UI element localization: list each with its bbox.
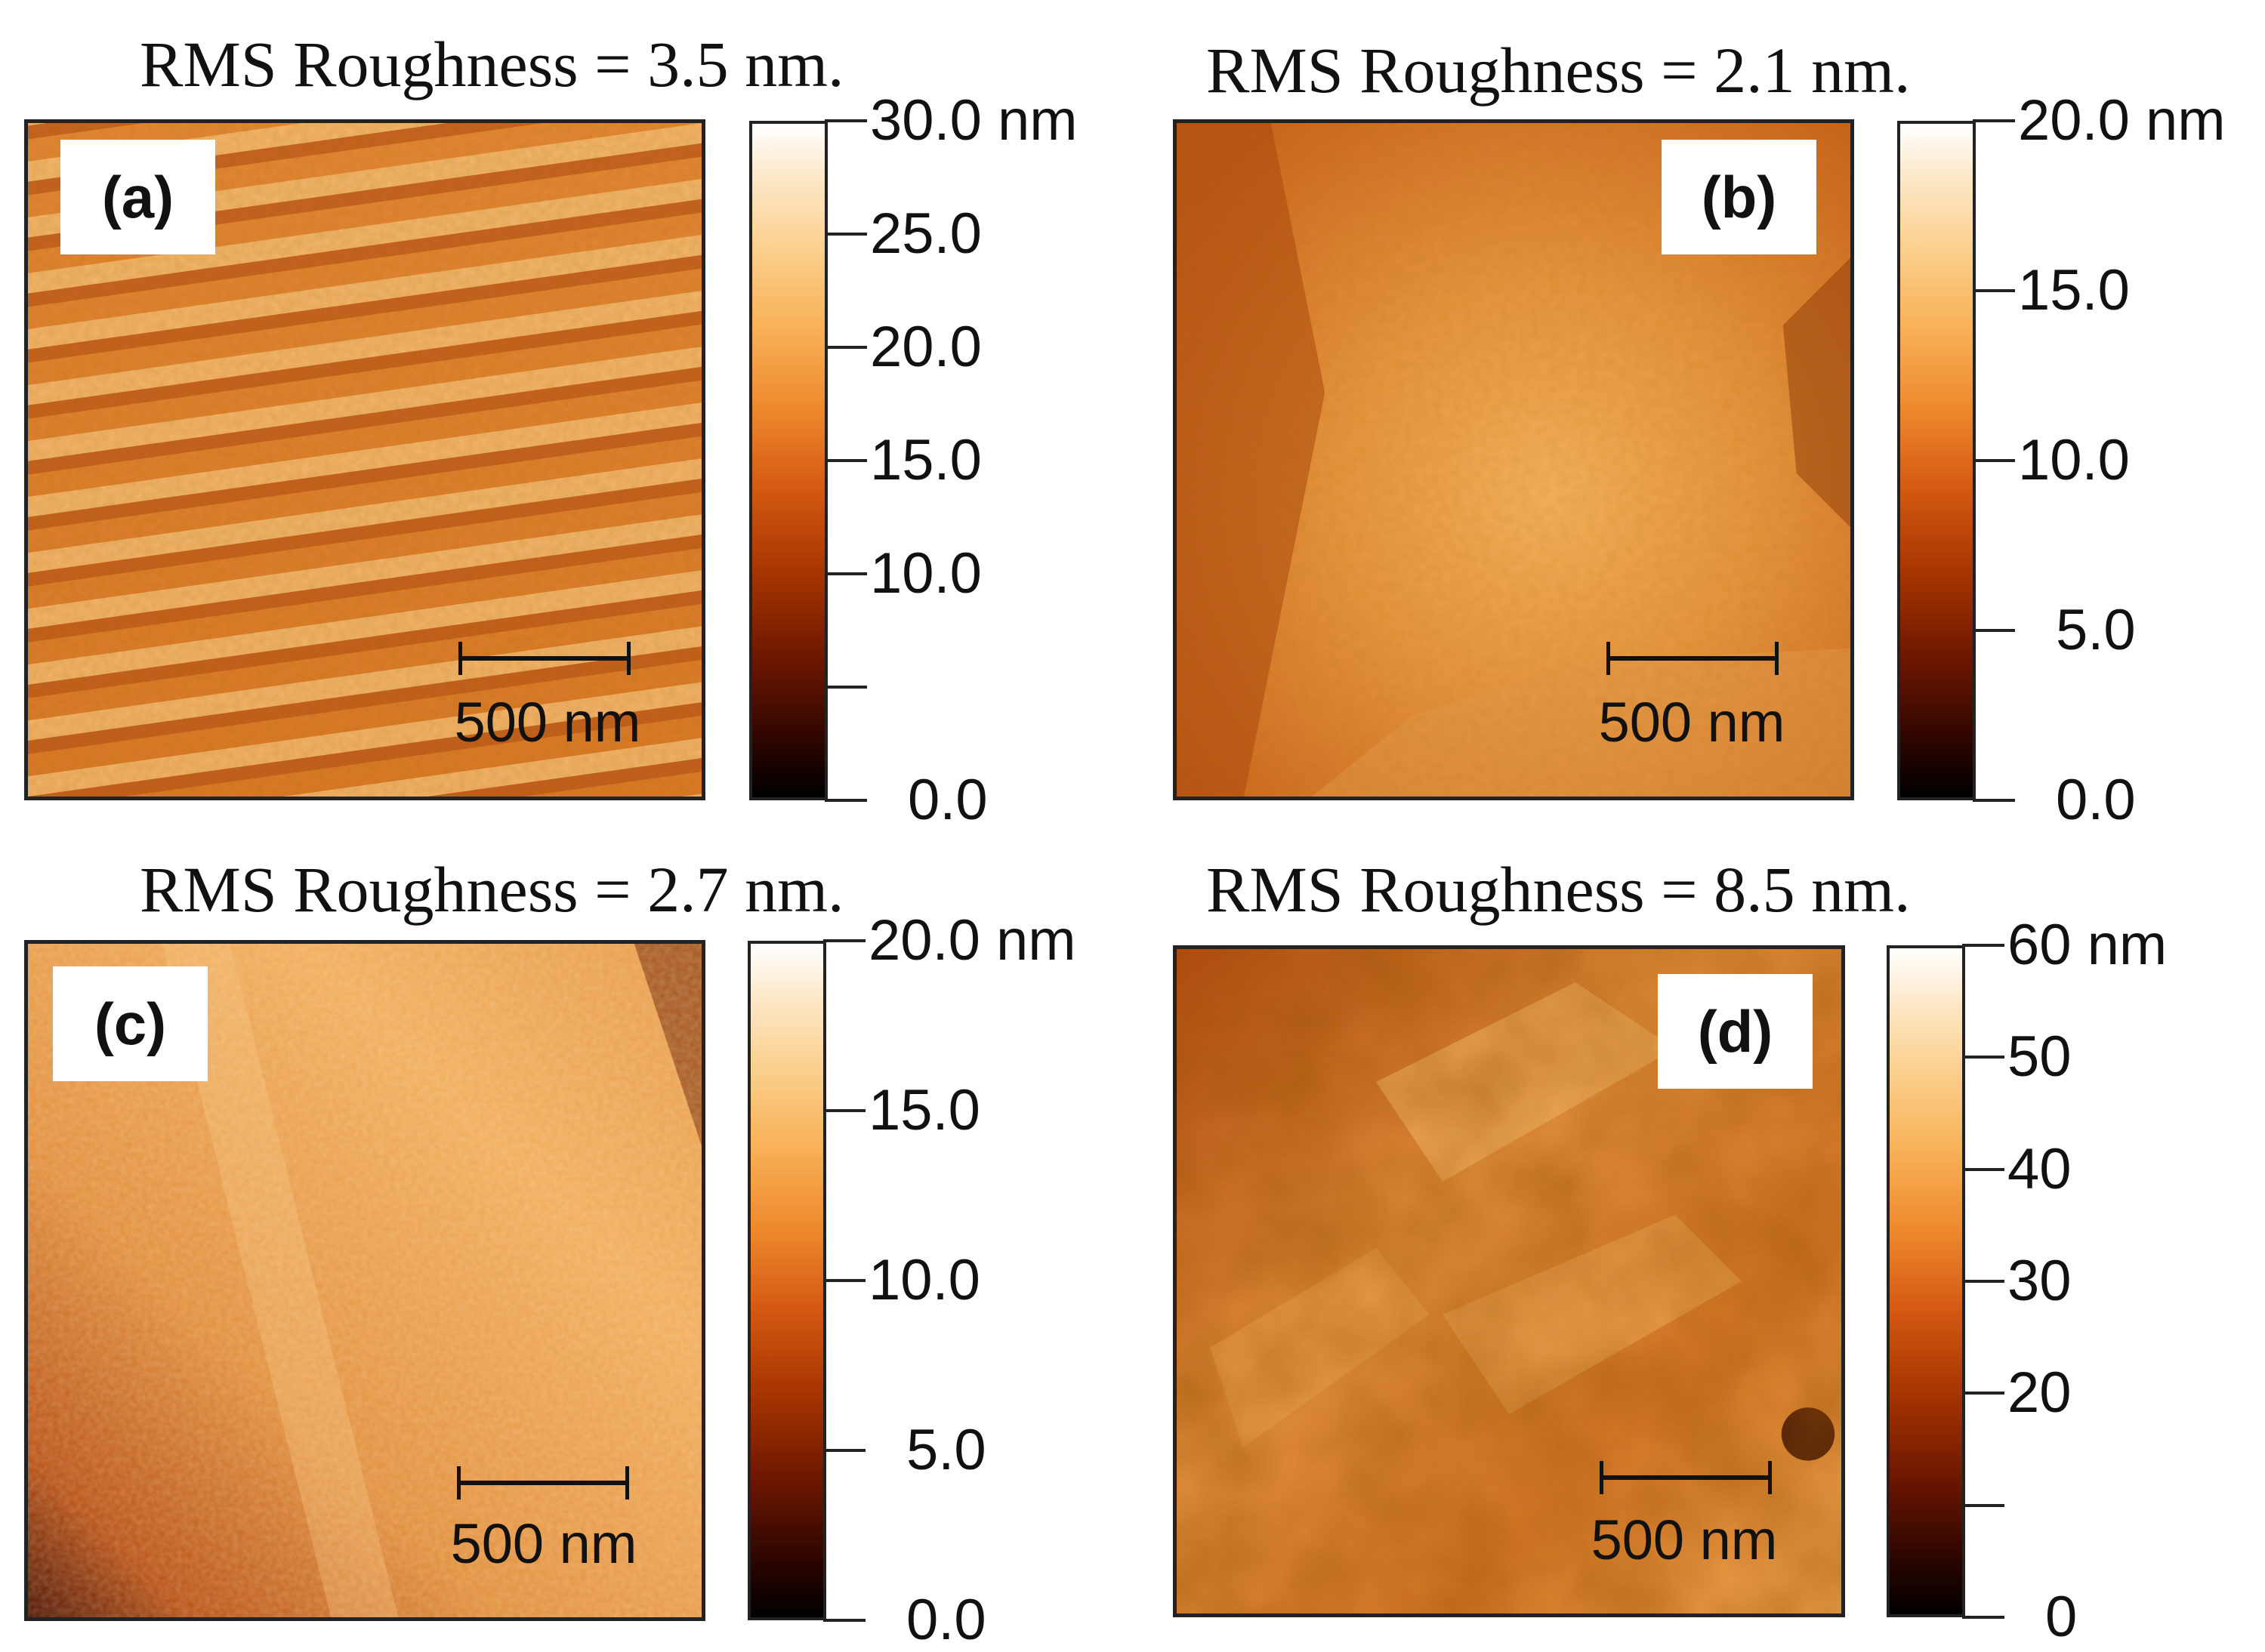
colorbar-tick-label: 30.0 nm <box>870 88 1078 153</box>
panel-a-title: RMS Roughness = 3.5 nm. <box>140 28 844 100</box>
panel-d-label: (d) <box>1658 974 1813 1089</box>
colorbar-tick <box>1973 459 2015 462</box>
colorbar-tick <box>1962 1167 2004 1171</box>
panel-c-label: (c) <box>53 966 208 1081</box>
colorbar-tick-label: 5.0 <box>906 1418 986 1482</box>
colorbar-tick-label: 0.0 <box>2056 768 2136 832</box>
colorbar-tick <box>825 119 867 122</box>
colorbar-tick <box>1962 1616 2004 1619</box>
colorbar-tick <box>823 939 866 942</box>
colorbar-tick-label: 20.0 nm <box>869 908 1076 972</box>
colorbar-tick-label: 5.0 <box>2056 598 2136 662</box>
colorbar-tick-label: 15.0 <box>2018 258 2130 322</box>
colorbar-tick-label: 15.0 <box>869 1078 980 1142</box>
panel-c-scale-bar <box>457 1466 629 1499</box>
panel-b-title: RMS Roughness = 2.1 nm. <box>1206 34 1911 106</box>
panel-d-scale-label: 500 nm <box>1591 1509 1778 1571</box>
panel-d-scale-bar <box>1600 1461 1772 1494</box>
panel-d-colorbar <box>1887 945 1965 1617</box>
colorbar-tick <box>825 459 867 462</box>
colorbar-tick <box>1962 944 2004 947</box>
panel-d-title: RMS Roughness = 8.5 nm. <box>1206 853 1911 926</box>
colorbar-tick-label: 15.0 <box>870 428 982 492</box>
colorbar-tick-label: 50 <box>2007 1025 2072 1090</box>
colorbar-tick <box>823 1619 866 1622</box>
panel-c-colorbar <box>748 941 826 1620</box>
colorbar-tick <box>1962 1056 2004 1059</box>
panel-a-colorbar <box>749 121 828 800</box>
colorbar-tick <box>825 346 867 349</box>
colorbar-tick-label: 30 <box>2007 1249 2072 1313</box>
colorbar-tick <box>825 799 867 802</box>
colorbar-tick <box>825 572 867 575</box>
colorbar-tick-label: 10.0 <box>2018 428 2130 492</box>
colorbar-tick-label: 20.0 <box>870 315 982 379</box>
colorbar-tick-label: 25.0 <box>870 202 982 266</box>
colorbar-tick <box>1973 119 2015 122</box>
colorbar-tick <box>1962 1392 2004 1395</box>
panel-b-colorbar <box>1897 121 1976 800</box>
colorbar-minor-tick <box>825 686 867 689</box>
colorbar-tick-label: 0.0 <box>906 1588 986 1652</box>
panel-b-scale-label: 500 nm <box>1598 691 1785 754</box>
colorbar-tick-label: 20 <box>2007 1361 2072 1425</box>
panel-a-topography <box>28 123 702 797</box>
colorbar-tick <box>1973 289 2015 292</box>
panel-a-scale-label: 500 nm <box>454 691 641 754</box>
colorbar-tick-label: 60 nm <box>2007 913 2168 977</box>
colorbar-tick-label: 0 <box>2045 1585 2078 1649</box>
panel-c-scale-label: 500 nm <box>450 1512 637 1575</box>
panel-a-scale-bar <box>458 642 631 675</box>
colorbar-minor-tick <box>1962 1503 2004 1507</box>
colorbar-tick <box>1962 1280 2004 1283</box>
panel-b-scale-bar <box>1606 642 1779 675</box>
colorbar-tick-label: 10.0 <box>869 1248 980 1312</box>
colorbar-axis-line <box>823 941 826 1620</box>
colorbar-tick-label: 10.0 <box>870 541 982 606</box>
panel-a-afm-image <box>24 119 705 800</box>
panel-b-label: (b) <box>1662 140 1816 254</box>
colorbar-tick <box>1973 629 2015 632</box>
colorbar-tick <box>823 1279 866 1282</box>
panel-c-title: RMS Roughness = 2.7 nm. <box>140 853 844 926</box>
colorbar-axis-line <box>1962 945 1965 1617</box>
colorbar-tick <box>823 1449 866 1452</box>
colorbar-tick-label: 40 <box>2007 1136 2072 1201</box>
colorbar-axis-line <box>825 121 828 800</box>
colorbar-tick-label: 20.0 nm <box>2018 88 2226 153</box>
colorbar-axis-line <box>1973 121 1976 800</box>
colorbar-tick <box>825 233 867 236</box>
colorbar-tick <box>1973 799 2015 802</box>
colorbar-tick <box>823 1109 866 1112</box>
panel-a-label: (a) <box>60 140 215 254</box>
colorbar-tick-label: 0.0 <box>908 768 988 832</box>
